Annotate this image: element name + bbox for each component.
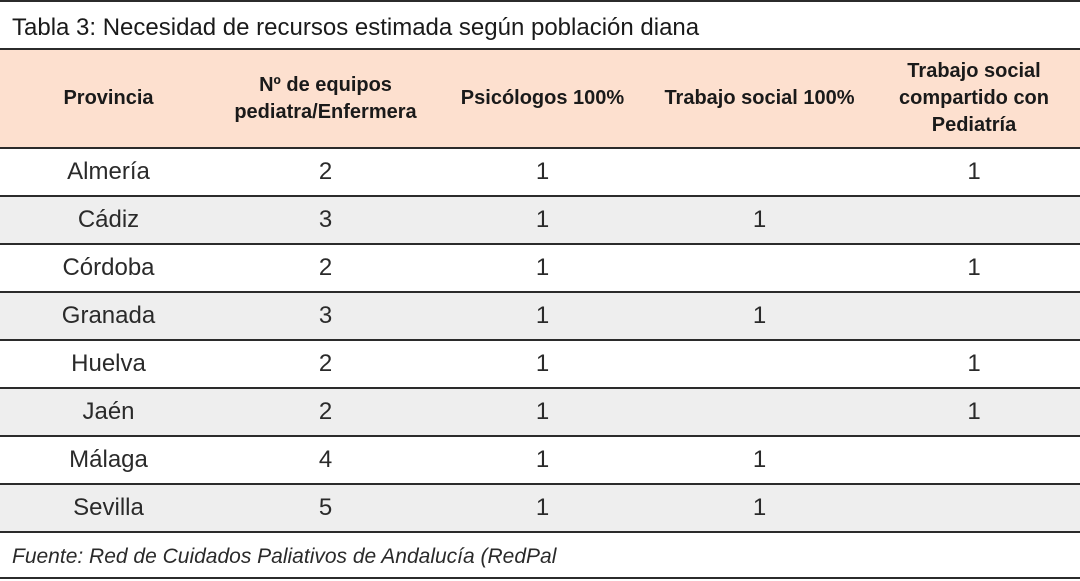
table-row: Granada 3 1 1: [0, 292, 1080, 341]
cell-equipos: 2: [217, 388, 434, 437]
cell-trabajo-social-compartido: 1: [868, 340, 1080, 389]
cell-psicologos: 1: [434, 148, 651, 197]
bottom-rule: [0, 577, 1080, 579]
cell-psicologos: 1: [434, 244, 651, 293]
cell-equipos: 3: [217, 196, 434, 245]
cell-trabajo-social-compartido: [868, 436, 1080, 485]
header-trabajo-social: Trabajo social 100%: [651, 50, 868, 149]
table-row: Sevilla 5 1 1: [0, 484, 1080, 533]
resources-table: Provincia Nº de equipos pediatra/Enferme…: [0, 50, 1080, 533]
table-row: Córdoba 2 1 1: [0, 244, 1080, 293]
cell-equipos: 2: [217, 148, 434, 197]
cell-provincia: Huelva: [0, 340, 217, 389]
cell-trabajo-social: 1: [651, 436, 868, 485]
header-psicologos: Psicólogos 100%: [434, 50, 651, 149]
cell-trabajo-social-compartido: [868, 196, 1080, 245]
cell-psicologos: 1: [434, 292, 651, 341]
table-row: Cádiz 3 1 1: [0, 196, 1080, 245]
cell-equipos: 2: [217, 340, 434, 389]
cell-provincia: Almería: [0, 148, 217, 197]
cell-trabajo-social-compartido: [868, 484, 1080, 533]
cell-psicologos: 1: [434, 340, 651, 389]
cell-provincia: Jaén: [0, 388, 217, 437]
cell-psicologos: 1: [434, 196, 651, 245]
table-row: Jaén 2 1 1: [0, 388, 1080, 437]
table-body: Almería 2 1 1 Cádiz 3 1 1 Córdoba 2 1 1 Granada 3 1 1 Hu…: [0, 148, 1080, 533]
cell-trabajo-social: [651, 340, 868, 389]
cell-provincia: Córdoba: [0, 244, 217, 293]
cell-equipos: 5: [217, 484, 434, 533]
cell-provincia: Sevilla: [0, 484, 217, 533]
header-provincia: Provincia: [0, 50, 217, 149]
cell-provincia: Cádiz: [0, 196, 217, 245]
cell-trabajo-social-compartido: 1: [868, 148, 1080, 197]
table-row: Almería 2 1 1: [0, 148, 1080, 197]
cell-psicologos: 1: [434, 436, 651, 485]
table-title: Tabla 3: Necesidad de recursos estimada …: [12, 14, 700, 41]
cell-trabajo-social: 1: [651, 292, 868, 341]
cell-trabajo-social-compartido: 1: [868, 244, 1080, 293]
header-equipos: Nº de equipos pediatra/Enfermera: [217, 50, 434, 149]
cell-trabajo-social: [651, 148, 868, 197]
cell-equipos: 2: [217, 244, 434, 293]
header-trabajo-social-compartido: Trabajo social compartido con Pediatría: [868, 50, 1080, 149]
cell-provincia: Málaga: [0, 436, 217, 485]
cell-provincia: Granada: [0, 292, 217, 341]
cell-psicologos: 1: [434, 388, 651, 437]
cell-trabajo-social: 1: [651, 484, 868, 533]
cell-trabajo-social-compartido: 1: [868, 388, 1080, 437]
cell-equipos: 3: [217, 292, 434, 341]
title-rule: [0, 48, 1080, 50]
header-row: Provincia Nº de equipos pediatra/Enferme…: [0, 50, 1080, 149]
cell-trabajo-social-compartido: [868, 292, 1080, 341]
cell-trabajo-social: [651, 388, 868, 437]
table-header: Provincia Nº de equipos pediatra/Enferme…: [0, 50, 1080, 149]
table-source: Fuente: Red de Cuidados Paliativos de An…: [12, 545, 557, 568]
table-row: Málaga 4 1 1: [0, 436, 1080, 485]
table-row: Huelva 2 1 1: [0, 340, 1080, 389]
top-rule: [0, 0, 1080, 2]
cell-psicologos: 1: [434, 484, 651, 533]
cell-trabajo-social: [651, 244, 868, 293]
cell-equipos: 4: [217, 436, 434, 485]
cell-trabajo-social: 1: [651, 196, 868, 245]
